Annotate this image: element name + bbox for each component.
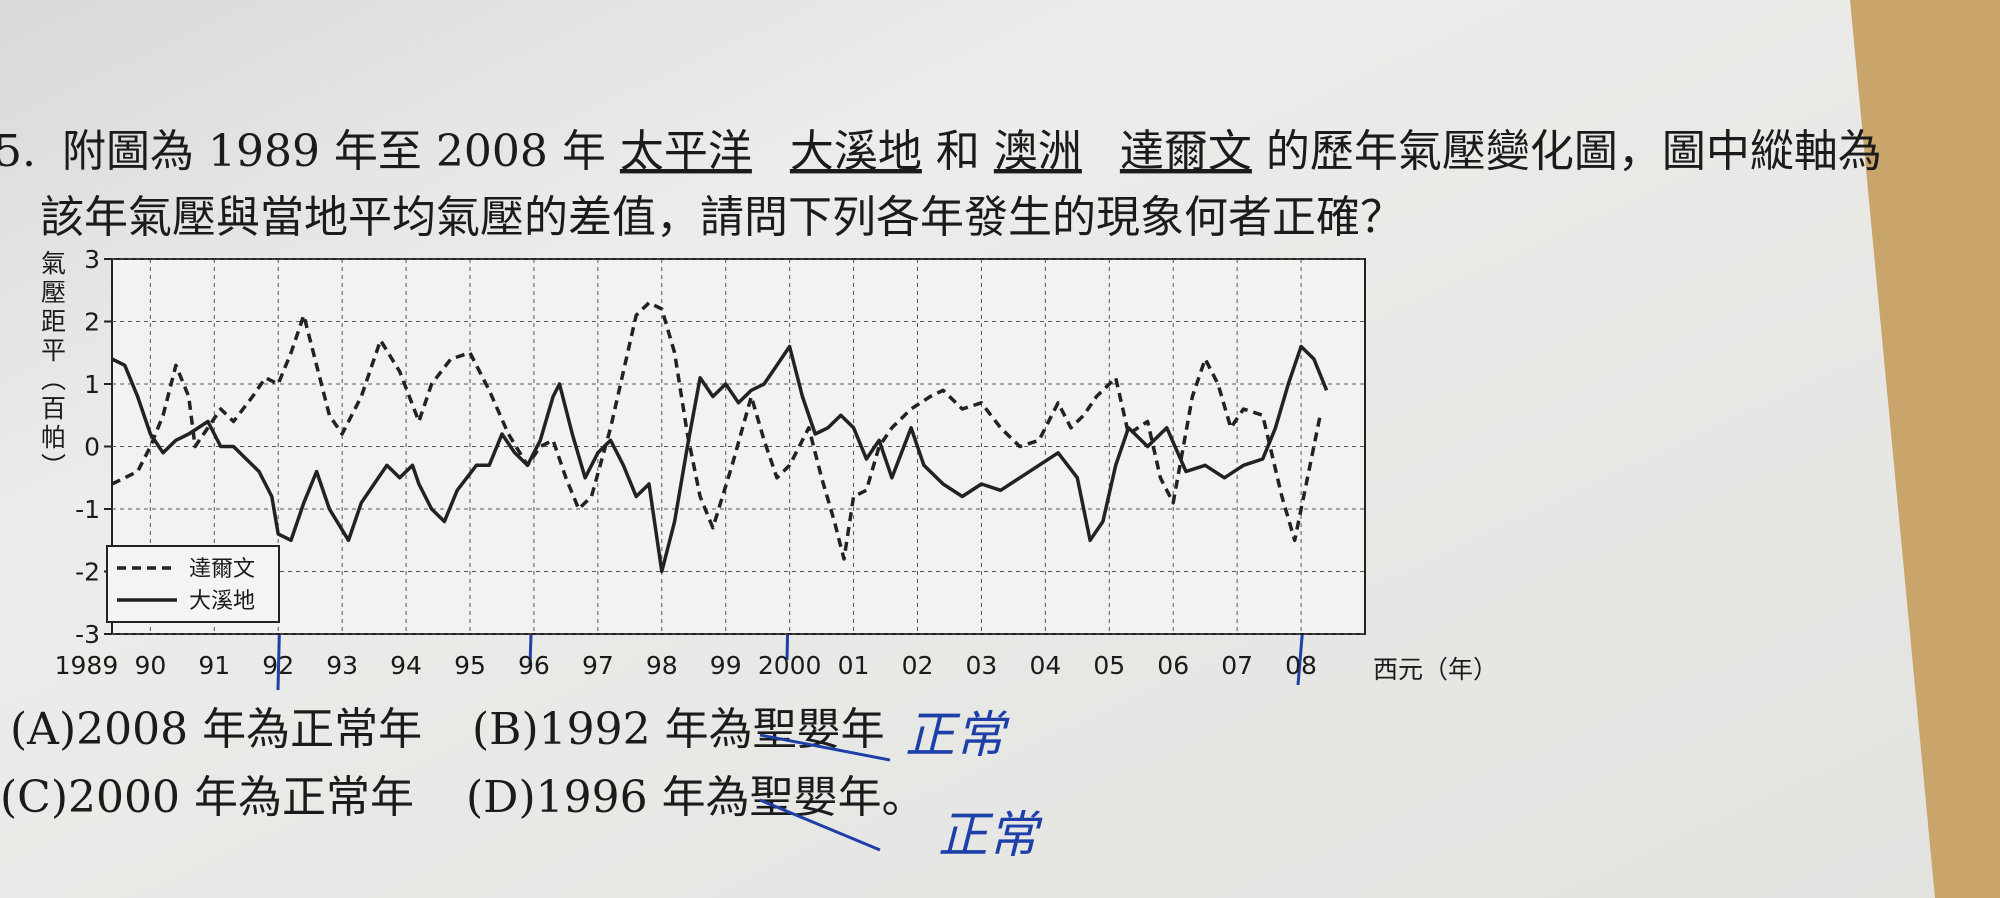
y-tick-label: -2 (75, 558, 100, 587)
option: (A)2008 年為正常年 (10, 704, 422, 755)
place: 大溪地 (790, 126, 922, 177)
series-line (111, 344, 1329, 574)
place: 澳洲 (994, 126, 1082, 177)
question-line1: 5. 附圖為 1989 年至 2008 年 太平洋 大溪地 和 澳洲 達爾文 的… (0, 126, 1882, 177)
y-tick-label: 3 (84, 245, 100, 274)
x-tick-label: 06 (1157, 651, 1189, 680)
x-tick-label: 05 (1093, 651, 1125, 680)
x-tick-label: 02 (902, 651, 934, 680)
x-tick-label: 92 (262, 651, 294, 680)
x-tick-label: 07 (1221, 651, 1253, 680)
y-tick-label: 1 (84, 370, 100, 399)
question-text: 和 (936, 126, 980, 177)
place: 太平洋 (620, 126, 752, 177)
question-text: 附圖為 1989 年至 2008 年 (62, 126, 606, 177)
x-tick-label: 90 (134, 651, 166, 680)
x-tick-label: 03 (966, 651, 998, 680)
x-tick-label: 2000 (758, 651, 822, 680)
x-axis-title: 西元（年） (1373, 655, 1498, 684)
y-axis-title: 氣壓距平（百帕） (38, 250, 67, 482)
x-tick-label: 98 (646, 651, 678, 680)
legend-label: 大溪地 (189, 589, 255, 614)
question-line2: 該年氣壓與當地平均氣壓的差值，請問下列各年發生的現象何者正確？ (40, 192, 1404, 243)
question-text: 的歷年氣壓變化圖，圖中縱軸為 (1266, 126, 1882, 177)
x-tick-label: 95 (454, 651, 486, 680)
option: (C)2000 年為正常年 (0, 772, 414, 823)
x-tick-label: 01 (838, 651, 870, 680)
x-tick-label: 04 (1029, 651, 1061, 680)
x-tick-label: 99 (710, 651, 742, 680)
series-line (111, 301, 1322, 561)
x-tick-label: 08 (1285, 651, 1317, 680)
legend-label: 達爾文 (189, 557, 255, 582)
x-tick-label: 1989 (55, 651, 119, 680)
x-tick-label: 96 (518, 651, 550, 680)
question-number: 5. (0, 126, 36, 177)
x-tick-label: 93 (326, 651, 358, 680)
x-tick-label: 94 (390, 651, 422, 680)
y-tick-label: 0 (84, 433, 100, 462)
strike-mark (759, 733, 891, 852)
y-tick-label: -1 (75, 495, 100, 524)
legend-box (106, 545, 280, 623)
option: (D)1996 年為聖嬰年。 (466, 772, 926, 823)
x-tick-label: 91 (198, 651, 230, 680)
place: 達爾文 (1120, 126, 1252, 177)
x-tick-label: 97 (582, 651, 614, 680)
y-tick-label: -3 (75, 620, 100, 649)
y-tick-label: 2 (84, 308, 100, 337)
handwriting: 正常 (938, 806, 1043, 864)
handwriting: 正常 (905, 706, 1010, 764)
